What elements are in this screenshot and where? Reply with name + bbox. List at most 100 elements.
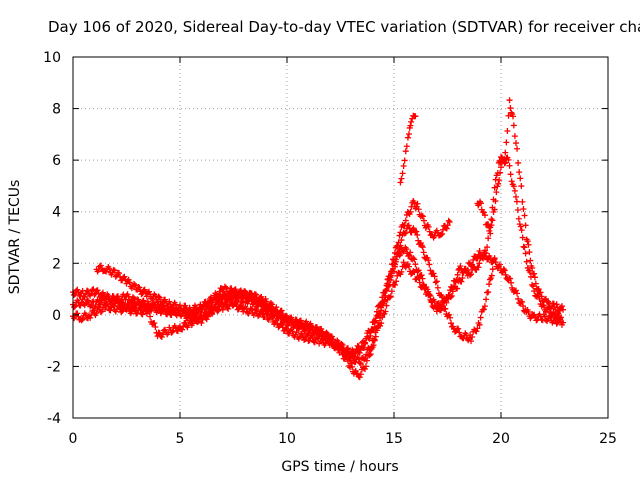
series-trace-5 [397,112,419,186]
data-point-marker [415,275,422,282]
data-point-marker [378,300,385,307]
data-point-marker [221,300,228,307]
data-point-marker [353,370,360,377]
data-point-marker [348,360,355,367]
data-point-marker [560,319,567,326]
data-point-marker [116,270,123,277]
data-point-marker [522,250,529,257]
data-point-marker [514,145,521,152]
data-point-marker [400,259,407,266]
data-point-marker [324,330,331,337]
data-point-marker [492,176,499,183]
data-point-marker [426,261,433,268]
data-point-marker [481,249,488,256]
data-point-marker [504,127,511,134]
data-point-marker [508,279,515,286]
data-point-marker [89,286,96,293]
data-point-marker [476,321,483,328]
data-point-marker [256,311,263,318]
data-point-marker [90,286,97,293]
data-point-marker [362,355,369,362]
data-point-marker [92,302,99,309]
data-point-marker [481,212,488,219]
data-point-marker [503,139,510,146]
data-point-marker [135,296,142,303]
data-point-marker [304,323,311,330]
data-point-marker [505,156,512,163]
x-tick-label: 25 [599,431,617,447]
data-point-marker [502,271,509,278]
data-point-marker [112,297,119,304]
data-point-marker [558,303,565,310]
data-point-marker [106,265,113,272]
data-point-marker [117,298,124,305]
data-point-marker [444,222,451,229]
data-point-marker [468,271,475,278]
data-point-marker [484,244,491,251]
data-point-marker [419,213,426,220]
data-point-marker [363,351,370,358]
data-point-marker [480,209,487,216]
data-point-marker [521,244,528,251]
data-point-marker [158,334,165,341]
data-point-marker [230,290,237,297]
data-point-marker [521,212,528,219]
data-point-marker [431,298,438,305]
data-point-marker [199,316,206,323]
data-point-marker [489,266,496,273]
data-point-marker [422,286,429,293]
data-point-marker [168,329,175,336]
data-point-marker [371,323,378,330]
data-point-marker [411,199,418,206]
data-point-marker [363,335,370,342]
data-point-marker [415,206,422,213]
data-point-marker [466,334,473,341]
data-point-marker [416,279,423,286]
data-point-marker [298,321,305,328]
data-point-marker [247,305,254,312]
data-point-marker [140,297,147,304]
data-point-marker [447,294,454,301]
y-tick-label: 8 [52,102,61,118]
plot-area-frame [72,56,609,419]
data-point-marker [260,300,267,307]
data-point-marker [293,318,300,325]
data-point-marker [415,267,422,274]
x-tick-label: 5 [176,431,185,447]
data-point-marker [145,288,152,295]
data-point-marker [262,308,269,315]
data-point-marker [273,317,280,324]
series-trace-6 [474,97,567,314]
data-point-marker [174,328,181,335]
data-point-marker [197,311,204,318]
data-point-marker [408,271,415,278]
y-tick-label: 4 [52,205,61,221]
data-point-marker [303,332,310,339]
data-point-marker [405,222,412,229]
data-point-marker [556,307,563,314]
data-point-marker [518,227,525,234]
data-point-marker [221,283,228,290]
data-point-marker [95,266,102,273]
data-point-marker [412,113,419,120]
data-point-marker [259,296,266,303]
data-point-marker [480,306,487,313]
data-point-marker [448,320,455,327]
data-point-marker [486,281,493,288]
data-point-marker [516,169,523,176]
data-point-marker [279,310,286,317]
data-point-marker [138,301,145,308]
data-point-marker [189,308,196,315]
data-point-marker [163,300,170,307]
data-point-marker [214,293,221,300]
data-point-marker [206,305,213,312]
data-point-marker [88,302,95,309]
data-point-marker [407,249,414,256]
data-point-marker [476,260,483,267]
data-point-marker [388,288,395,295]
data-point-marker [413,228,420,235]
data-point-marker [324,336,331,343]
data-point-marker [302,336,309,343]
data-point-marker [347,357,354,364]
